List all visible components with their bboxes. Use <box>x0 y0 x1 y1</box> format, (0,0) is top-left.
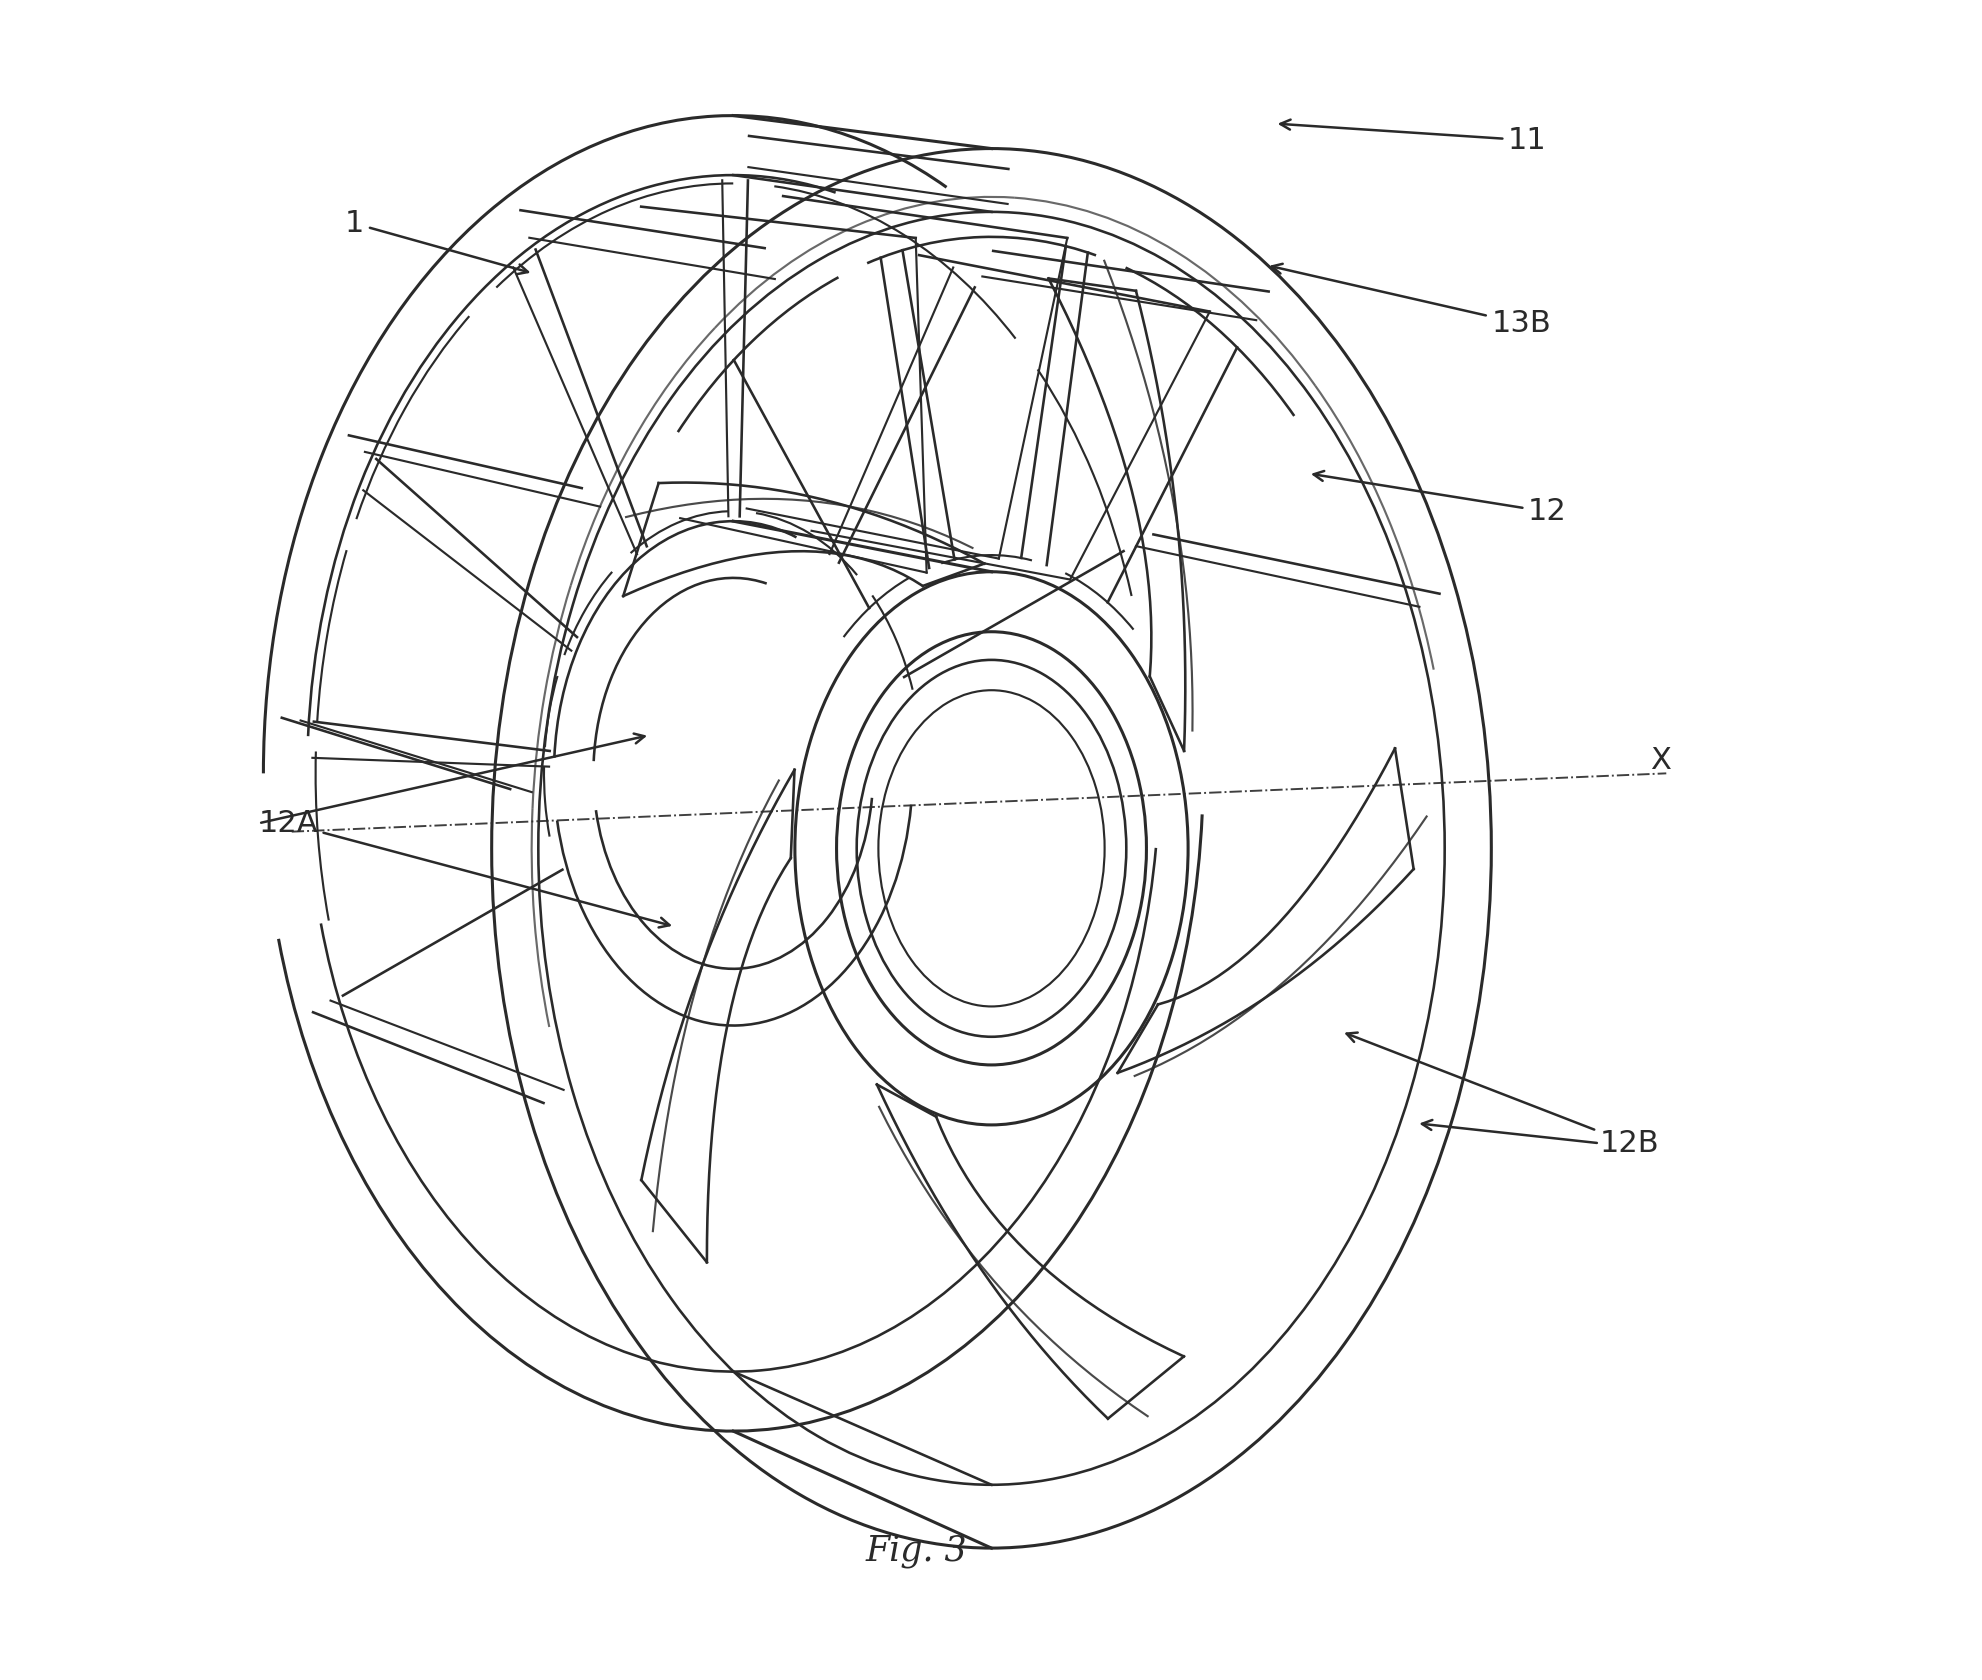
Text: 12B: 12B <box>1346 1033 1659 1158</box>
Text: Fig. 3: Fig. 3 <box>866 1534 967 1569</box>
Text: X: X <box>1649 746 1669 774</box>
Text: 1: 1 <box>345 208 527 274</box>
Text: 13B: 13B <box>1270 264 1550 338</box>
Text: 12A: 12A <box>258 808 670 927</box>
Text: 12: 12 <box>1312 470 1566 526</box>
Text: 11: 11 <box>1280 119 1546 155</box>
